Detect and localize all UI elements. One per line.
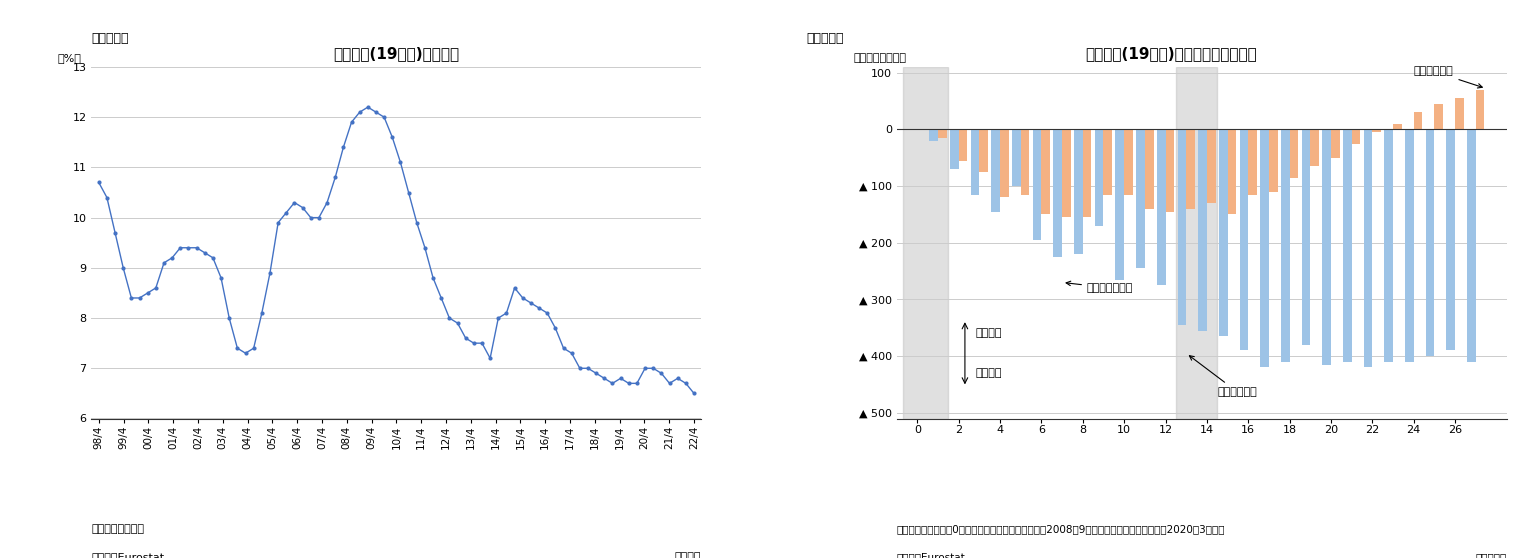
Bar: [1012, 129, 1021, 186]
Bar: [991, 129, 1000, 211]
Bar: [1455, 98, 1464, 129]
Bar: [1239, 129, 1248, 350]
Bar: [1062, 129, 1071, 217]
Bar: [1310, 129, 1320, 166]
Bar: [930, 129, 938, 141]
Bar: [1393, 124, 1402, 129]
Bar: [1289, 129, 1298, 177]
Text: （注）季節調整値、0は「リーマンブラザーズ破綻（2008年9月）」、「コロナショック（2020年3月）」: （注）季節調整値、0は「リーマンブラザーズ破綻（2008年9月）」、「コロナショ…: [896, 524, 1225, 534]
Bar: [1000, 129, 1009, 198]
Bar: [1405, 129, 1414, 362]
Bar: [1323, 129, 1330, 364]
Bar: [1342, 129, 1352, 362]
Text: （月次）: （月次）: [674, 552, 702, 558]
Bar: [1426, 129, 1434, 356]
Bar: [1476, 90, 1484, 129]
Bar: [1033, 129, 1041, 240]
Bar: [1434, 104, 1443, 129]
Bar: [1260, 129, 1269, 368]
Bar: [1053, 129, 1062, 257]
Bar: [1021, 129, 1029, 195]
Bar: [1075, 129, 1082, 254]
Text: （注）季節調整値: （注）季節調整値: [91, 524, 145, 534]
Bar: [1041, 129, 1050, 214]
Bar: [1186, 129, 1195, 209]
Bar: [938, 129, 947, 138]
Text: 失業者減: 失業者減: [976, 329, 1001, 339]
Text: （図表３）: （図表３）: [91, 32, 129, 45]
Bar: [971, 129, 979, 195]
Bar: [1094, 129, 1103, 226]
Text: （資料）Eurostat: （資料）Eurostat: [896, 552, 965, 558]
Bar: [903, 67, 948, 418]
Text: 失業者増: 失業者増: [976, 368, 1001, 378]
Title: ユーロ圏(19か国)の失業率: ユーロ圏(19か国)の失業率: [333, 47, 460, 61]
Bar: [1116, 129, 1125, 280]
Bar: [1135, 129, 1145, 268]
Bar: [1207, 129, 1216, 203]
Title: ユーロ圏(19か国)の累積失業者数変化: ユーロ圏(19か国)の累積失業者数変化: [1085, 47, 1257, 61]
Bar: [1178, 129, 1186, 325]
Bar: [1082, 129, 1091, 217]
Text: （資料）Eurostat: （資料）Eurostat: [91, 552, 164, 558]
Bar: [1301, 129, 1310, 345]
Bar: [1248, 129, 1257, 195]
Bar: [1177, 67, 1218, 418]
Bar: [1228, 129, 1236, 214]
Bar: [1352, 129, 1361, 143]
Bar: [1446, 129, 1455, 350]
Bar: [950, 129, 959, 169]
Bar: [959, 129, 968, 161]
Bar: [1373, 129, 1380, 132]
Bar: [1219, 129, 1228, 336]
Bar: [1467, 129, 1476, 362]
Text: （図表４）: （図表４）: [807, 32, 845, 45]
Bar: [979, 129, 988, 172]
Text: （経過月）: （経過月）: [1475, 552, 1507, 558]
Text: 世界金融危機時: 世界金融危機時: [1065, 281, 1134, 293]
Bar: [1282, 129, 1289, 362]
Bar: [1157, 129, 1166, 285]
Text: 欧州債務危機: 欧州債務危機: [1189, 355, 1257, 397]
Bar: [1103, 129, 1113, 195]
Bar: [1269, 129, 1277, 192]
Bar: [1145, 129, 1154, 209]
Bar: [1198, 129, 1207, 330]
Bar: [1125, 129, 1132, 195]
Bar: [1364, 129, 1373, 368]
Bar: [1166, 129, 1173, 211]
Text: （%）: （%）: [58, 54, 82, 64]
Bar: [1330, 129, 1339, 158]
Text: （基準差、万人）: （基準差、万人）: [854, 54, 907, 64]
Text: コロナ危機時: コロナ危機時: [1414, 66, 1482, 88]
Bar: [1385, 129, 1393, 362]
Bar: [1414, 112, 1423, 129]
